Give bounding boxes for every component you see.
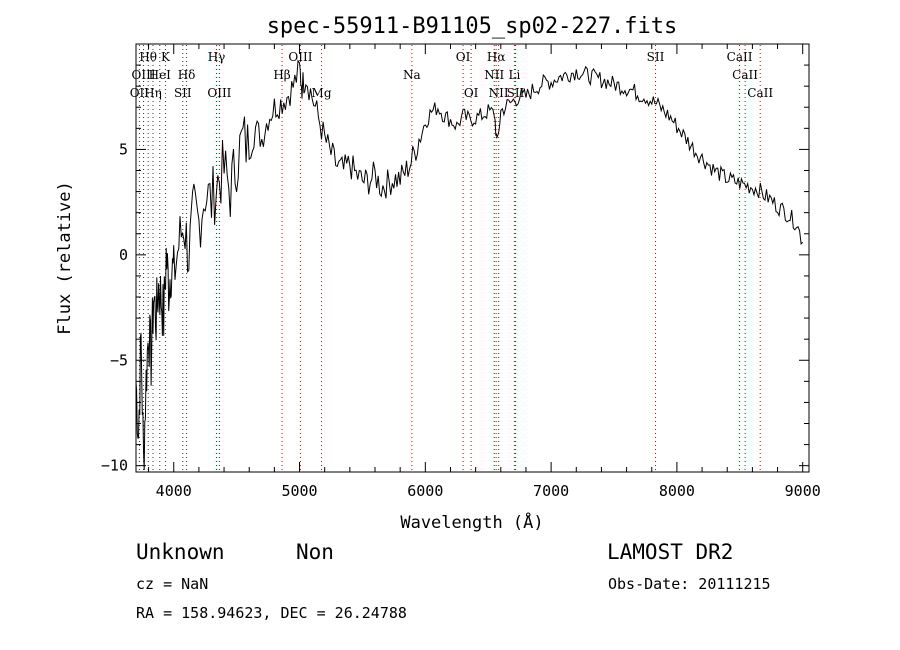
y-axis-ticks: −10 −5 0 5 [101,64,809,475]
spectral-line-label: NII [484,68,504,82]
spectral-line-label: OI [464,86,479,100]
spectral-lines-layer [138,45,761,471]
y-tick-label: 0 [119,246,128,264]
spectral-line-label: HeI [149,68,172,82]
x-tick-label: 8000 [659,482,695,500]
spectral-line-label: SII [174,86,192,100]
spectral-line-label: Na [403,68,421,82]
spectral-line-label: SII [647,50,665,64]
object-subclass: Non [296,540,334,564]
spectral-line-label: Hγ [208,50,226,64]
spectral-line-label: NII [489,86,509,100]
survey-name: LAMOST DR2 [607,540,734,564]
chart-title: spec-55911-B91105_sp02-227.fits [267,14,678,39]
x-axis-ticks: 4000 5000 6000 7000 8000 9000 [148,44,821,500]
redshift-cz: cz = NaN [136,575,209,593]
spectral-line-label: OIII [132,68,156,82]
coordinates: RA = 158.94623, DEC = 26.24788 [136,604,407,622]
spectral-line-label: OIII [288,50,312,64]
x-tick-label: 4000 [156,482,192,500]
spectral-line-label: CaII [732,68,758,82]
observation-date: Obs-Date: 20111215 [608,575,771,593]
spectral-line-label: Hβ [273,68,290,82]
y-tick-label: −10 [101,457,128,475]
spectral-line-label: Hα [487,50,506,64]
x-tick-label: 7000 [533,482,569,500]
spectral-line-label: OII [130,86,150,100]
spectral-line-label: OIII [207,86,231,100]
y-axis-label: Flux (relative) [55,181,75,335]
x-tick-label: 6000 [407,482,443,500]
y-tick-label: −5 [110,351,128,369]
spectral-line-label: CaII [747,86,773,100]
spectral-line-label: OI [456,50,471,64]
spectral-line-label: Hθ [139,50,157,64]
spectrum-series-line [135,59,804,471]
spectral-line-label: Hη [144,86,162,100]
x-axis-label: Wavelength (Å) [400,511,543,533]
object-class: Unknown [136,540,225,564]
y-tick-label: 5 [119,140,128,158]
spectral-line-label: K [161,50,171,64]
spectral-line-label: Mg [312,86,332,100]
spectral-line-label: SII [507,86,525,100]
x-tick-label: 5000 [281,482,317,500]
plot-frame [135,43,810,473]
spectral-line-label: Li [508,68,520,82]
spectral-line-label: Hδ [178,68,196,82]
spectral-line-label: CaII [727,50,753,64]
x-tick-label: 9000 [785,482,821,500]
